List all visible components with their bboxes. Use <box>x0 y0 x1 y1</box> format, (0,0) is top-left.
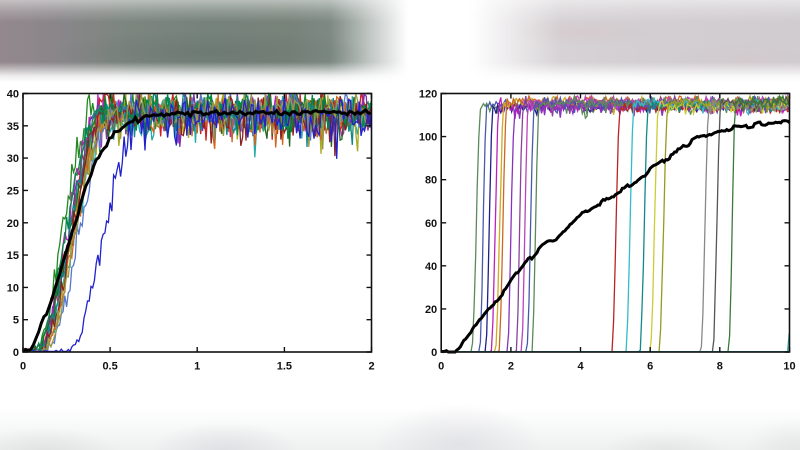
svg-text:80: 80 <box>425 175 437 187</box>
svg-text:1.5: 1.5 <box>277 361 292 373</box>
svg-text:2: 2 <box>508 361 514 373</box>
svg-text:30: 30 <box>7 153 19 165</box>
svg-text:1: 1 <box>194 361 200 373</box>
svg-text:0: 0 <box>20 361 26 373</box>
svg-text:2: 2 <box>368 361 374 373</box>
svg-text:20: 20 <box>425 304 437 316</box>
svg-text:5: 5 <box>13 315 19 327</box>
svg-text:0.5: 0.5 <box>102 361 117 373</box>
svg-text:35: 35 <box>7 121 19 133</box>
svg-text:4: 4 <box>577 361 584 373</box>
svg-text:60: 60 <box>425 218 437 230</box>
svg-text:0: 0 <box>431 347 437 359</box>
svg-text:8: 8 <box>717 361 723 373</box>
svg-text:20: 20 <box>7 218 19 230</box>
svg-text:6: 6 <box>647 361 653 373</box>
svg-text:0: 0 <box>13 347 19 359</box>
svg-text:25: 25 <box>7 185 19 197</box>
svg-text:100: 100 <box>419 132 437 144</box>
svg-text:120: 120 <box>419 89 437 101</box>
svg-text:40: 40 <box>7 89 19 101</box>
svg-text:15: 15 <box>7 250 19 262</box>
svg-text:10: 10 <box>7 282 19 294</box>
svg-text:40: 40 <box>425 261 437 273</box>
svg-text:0: 0 <box>438 361 444 373</box>
svg-text:10: 10 <box>783 361 795 373</box>
